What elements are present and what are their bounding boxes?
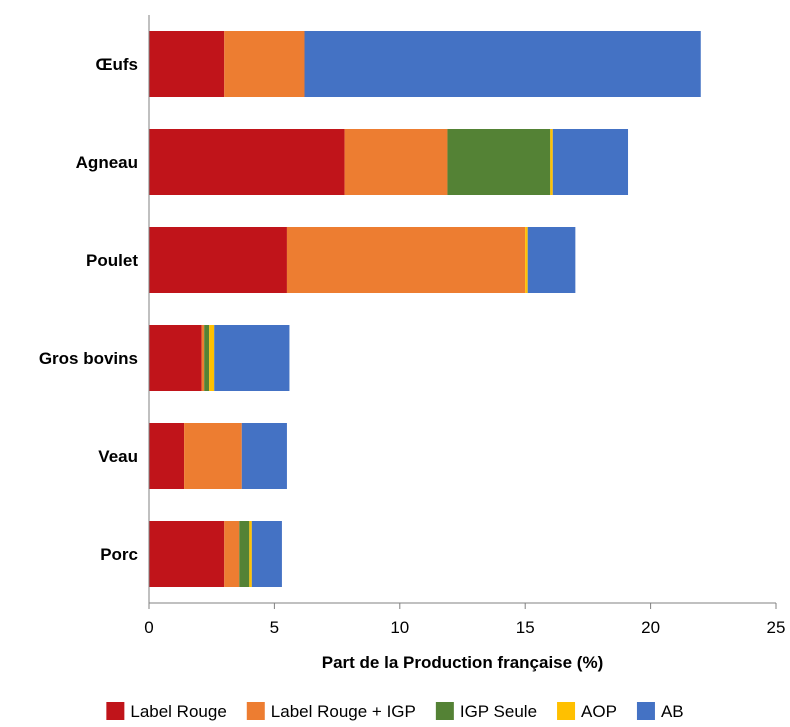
bars-group	[149, 31, 701, 587]
legend-swatch-1	[246, 702, 265, 720]
bar-3-series-0	[149, 325, 202, 391]
legend-label: AB	[661, 702, 684, 721]
bar-5-series-2	[239, 521, 250, 587]
category-label: Œufs	[96, 55, 139, 74]
x-tick-label: 10	[390, 618, 409, 637]
legend-label: IGP Seule	[460, 702, 537, 721]
bar-5-series-4	[251, 521, 282, 587]
bar-2-series-3	[525, 227, 528, 293]
bar-0-series-4	[304, 31, 701, 97]
x-tick-label: 20	[641, 618, 660, 637]
bar-4-series-4	[241, 423, 287, 489]
bar-1-series-4	[552, 129, 629, 195]
x-tick-label: 15	[516, 618, 535, 637]
bar-3-series-3	[209, 325, 215, 391]
bar-4-series-0	[149, 423, 185, 489]
category-label: Veau	[98, 447, 138, 466]
bar-0-series-0	[149, 31, 225, 97]
legend-label: Label Rouge + IGP	[271, 702, 416, 721]
legend-swatch-4	[636, 702, 655, 720]
category-label: Porc	[100, 545, 138, 564]
legend-label: AOP	[581, 702, 617, 721]
x-axis-title: Part de la Production française (%)	[322, 653, 604, 672]
legend-swatch-2	[435, 702, 454, 720]
bar-4-series-1	[184, 423, 242, 489]
bar-1-series-0	[149, 129, 345, 195]
bar-3-series-4	[214, 325, 290, 391]
x-tick-label: 5	[270, 618, 279, 637]
legend-swatch-0	[106, 702, 125, 720]
category-label: Gros bovins	[39, 349, 138, 368]
x-tick-label: 25	[767, 618, 786, 637]
category-labels: Œufs Agneau Poulet Gros bovins Veau Porc	[39, 55, 139, 564]
bar-2-series-1	[286, 227, 526, 293]
bar-1-series-1	[344, 129, 448, 195]
legend-label: Label Rouge	[130, 702, 226, 721]
x-tick-label: 0	[144, 618, 153, 637]
bar-3-series-1	[201, 325, 205, 391]
bar-5-series-3	[249, 521, 252, 587]
bar-1-series-3	[550, 129, 553, 195]
bar-5-series-1	[224, 521, 240, 587]
bar-0-series-1	[224, 31, 305, 97]
category-label: Poulet	[86, 251, 138, 270]
legend-swatch-3	[557, 702, 576, 720]
x-axis-ticks: 0 5 10 15 20 25	[144, 603, 785, 637]
legend: Label Rouge Label Rouge + IGP IGP Seule AOP…	[106, 702, 684, 721]
bar-5-series-0	[149, 521, 225, 587]
bar-3-series-2	[204, 325, 210, 391]
category-label: Agneau	[76, 153, 138, 172]
bar-2-series-4	[527, 227, 576, 293]
bar-1-series-2	[447, 129, 551, 195]
bar-2-series-0	[149, 227, 287, 293]
